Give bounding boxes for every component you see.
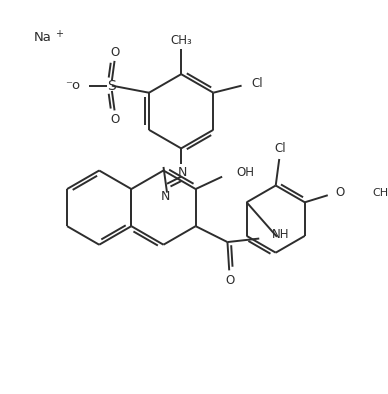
Text: Na: Na: [34, 31, 52, 44]
Text: NH: NH: [272, 228, 289, 241]
Text: O: O: [111, 46, 120, 59]
Text: O: O: [225, 275, 235, 288]
Text: S: S: [107, 79, 116, 93]
Text: O: O: [336, 186, 345, 199]
Text: N: N: [178, 166, 188, 179]
Text: +: +: [55, 28, 63, 39]
Text: ⁻o: ⁻o: [65, 79, 80, 92]
Text: Cl: Cl: [274, 142, 286, 155]
Text: CH₃: CH₃: [372, 188, 388, 197]
Text: O: O: [111, 113, 120, 126]
Text: CH₃: CH₃: [170, 34, 192, 47]
Text: OH: OH: [236, 166, 254, 179]
Text: N: N: [161, 190, 170, 203]
Text: Cl: Cl: [251, 76, 263, 89]
